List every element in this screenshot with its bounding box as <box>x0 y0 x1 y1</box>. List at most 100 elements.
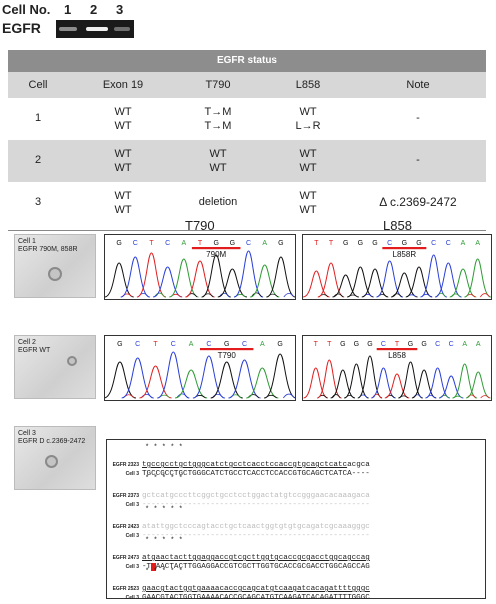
gel-band-3 <box>114 27 130 31</box>
row1-exon19-a: WT <box>114 106 132 118</box>
gel-image <box>56 20 134 38</box>
c2-l858-base-11: A <box>462 341 467 348</box>
c1-l858-base-10: A <box>461 240 466 247</box>
c2-l858-codon-label: L858 <box>388 351 406 360</box>
c2-t790-base-6: G <box>224 341 229 348</box>
alignment-ref-label: EGFR 2423 <box>112 524 139 530</box>
row1-l858-b: L→R <box>295 120 321 132</box>
c2-t790-peak-8 <box>246 367 279 399</box>
row1-note: - <box>416 112 420 124</box>
c1-l858-base-3: G <box>358 240 363 247</box>
c1-l858-peak-2 <box>332 274 359 298</box>
gel-gene-label: EGFR <box>2 20 41 36</box>
row1-t790-a: T→M <box>204 106 232 118</box>
row3-exon19-b: WT <box>114 204 132 216</box>
table-row: 3 WT WT deletion WT WT Δ c.2369-2472 <box>8 182 486 224</box>
alignment-cell-row: Cell 3 GAACGTACTGGTGAAAACACCGCAGCATGTCAAG… <box>109 586 370 604</box>
c1-t790-base-9: A <box>262 240 267 247</box>
cell1-blob <box>48 267 62 281</box>
c2-t790-noise-3 <box>176 393 189 399</box>
row2-exon19-a: WT <box>114 148 132 160</box>
c2-t790-peak-7 <box>228 359 261 399</box>
row2-exon19: WT WT <box>88 147 158 175</box>
c1-t790-peak-10 <box>266 256 295 298</box>
c2-t790-codon-label: T790 <box>218 351 237 360</box>
c1-t790-peak-2 <box>136 252 167 298</box>
c2-l858-peak-6 <box>384 373 410 399</box>
alignment-cell-seq: TGCCGCCTGCTGGGCATCTGCCTCACCTCCACCGTGCAGC… <box>142 470 370 478</box>
c1-l858-noise-11 <box>479 293 490 298</box>
c1-t790-codon-bar <box>191 247 241 250</box>
c1-l858-base-4: G <box>372 240 377 247</box>
c2-t790-peak-5 <box>192 355 226 399</box>
table-row: 2 WT WT WT WT WT WT - <box>8 140 486 182</box>
c1-l858-base-1: T <box>329 240 334 247</box>
alignment-cell-label: Cell 3 <box>125 564 139 570</box>
row3-l858: WT WT <box>278 189 338 217</box>
c2-l858-peak-2 <box>330 369 356 399</box>
c1-t790-peak-6 <box>201 254 231 298</box>
c2-l858-base-8: G <box>421 341 426 348</box>
alignment-cell-seq: ----------------------------------------… <box>142 501 370 509</box>
c1-t790-base-7: G <box>230 240 235 247</box>
c1-t790-peak-9 <box>249 264 280 298</box>
row3-exon19: WT WT <box>88 189 158 217</box>
row2-t790-a: WT <box>209 148 227 160</box>
c2-t790-base-8: A <box>260 341 265 348</box>
alignment-ref-row: EGFR 2423 atattggctcccagtacctgctcaactggtg… <box>109 515 370 533</box>
c1-l858-peak-4 <box>361 268 389 298</box>
c1-l858-base-7: G <box>416 240 421 247</box>
col-note: Note <box>406 79 430 91</box>
alignment-ref-seq: atattggctcccagtacctgctcaactggtgtgtgcagat… <box>142 523 370 531</box>
c1-l858-base-11: A <box>475 240 480 247</box>
cell3-blob <box>45 455 58 468</box>
c2-t790-base-2: T <box>153 341 158 348</box>
c1-t790-base-10: G <box>278 240 283 247</box>
c1-t790-noise-8 <box>251 292 262 298</box>
chromatogram-cell1-l858: T T G G G C G G C C A A L858R <box>302 234 492 300</box>
alignment-ref-row: EGFR 2473 atgaactacttggaggaccgtcgcttggtgc… <box>109 546 370 564</box>
c2-t790-peak-2 <box>139 365 172 399</box>
lane-3-label: 3 <box>116 2 124 17</box>
c1-t790-base-4: A <box>181 240 186 247</box>
cell3-sublabel: EGFR D c.2369-2472 <box>18 438 86 445</box>
alignment-ref-seq: gaacgtactggtgaaaacaccgcagcatgtcaagatcaca… <box>142 585 370 593</box>
c1-l858-peak-3 <box>346 266 374 298</box>
c2-t790-peak-0 <box>105 361 137 399</box>
row1-exon19-b: WT <box>114 120 132 132</box>
c2-t790-base-3: C <box>171 341 176 348</box>
col-cell: Cell <box>28 79 48 91</box>
alignment-star-row: * * * * * <box>145 444 183 452</box>
table-row: 1 WT WT T→M T→M WT L→R - <box>8 98 486 140</box>
col-exon19: Exon 19 <box>102 79 144 91</box>
c2-t790-base-4: A <box>189 341 194 348</box>
c2-t790-base-1: C <box>135 341 140 348</box>
c2-t790-peak-1 <box>121 357 154 399</box>
c1-t790-base-8: C <box>246 240 251 247</box>
c2-l858-base-0: T <box>314 341 319 348</box>
c2-t790-peak-3 <box>157 351 190 399</box>
t790-header: T790 <box>185 218 215 233</box>
alignment-cell-seq: ----------------------------------------… <box>142 532 370 540</box>
c2-t790-peak-4 <box>174 369 208 399</box>
c2-l858-peak-11 <box>452 363 478 399</box>
c2-l858-base-10: C <box>449 341 454 348</box>
c2-l858-base-3: G <box>354 341 359 348</box>
c1-l858-peak-0 <box>303 270 330 298</box>
alignment-ref-row: EGFR 2373 gctcatgcccttcggctgcctcctggactat… <box>109 484 370 502</box>
lane-2-label: 2 <box>90 2 98 17</box>
row1-exon19: WT WT <box>88 105 158 133</box>
alignment-cell-row: Cell 3 -TGAACTACTTGGAGGACCGTCGCTTGGTGCACC… <box>109 555 370 573</box>
cell3-image: Cell 3 EGFR D c.2369-2472 <box>14 426 96 490</box>
cell1-label: Cell 1 <box>18 238 36 245</box>
c2-l858-peak-4 <box>357 355 383 399</box>
c1-l858-peak-8 <box>420 254 448 298</box>
c1-t790-noise-2 <box>154 292 165 298</box>
row2-l858: WT WT <box>278 147 338 175</box>
l858-header: L858 <box>383 218 412 233</box>
row3-t790: deletion <box>198 196 238 208</box>
alignment-star-row: * * * * * <box>145 537 183 545</box>
cell2-image: Cell 2 EGFR WT <box>14 335 96 399</box>
c2-l858-base-5: C <box>381 341 386 348</box>
c2-l858-noise-12 <box>480 395 490 399</box>
